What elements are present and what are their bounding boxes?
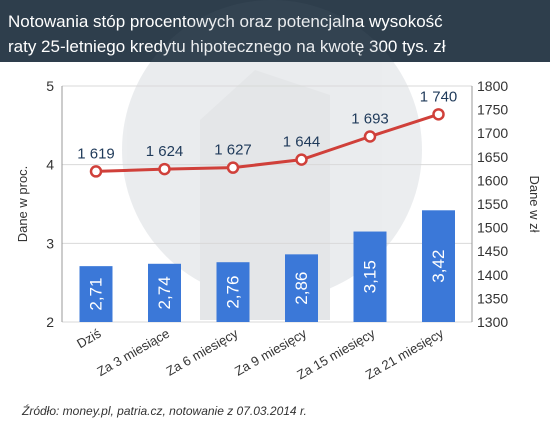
y-tick-left-label: 2 [46,314,54,330]
chart-title-line-1: Notowania stóp procentowych oraz potencj… [8,12,443,31]
y-axis-left-label: Dane w proc. [15,166,30,243]
bar [216,262,250,322]
line-point [89,165,103,178]
y-tick-right-label: 1500 [477,220,508,236]
line-value-label: 1 644 [283,134,321,151]
bar [285,254,318,322]
line-path [95,112,439,173]
line-point [432,108,445,121]
y-tick-right-label: 1800 [477,78,508,94]
line-value-label: 1 627 [214,142,252,159]
bar-value-label: 3,15 [361,260,380,293]
chart-title-line-2: raty 25-letniego kredytu hipotecznego na… [8,37,446,56]
y-tick-right-label: 1300 [477,314,508,330]
bar-value-label: 3,42 [429,250,448,283]
line-point [226,161,240,174]
line-value-label: 1 619 [77,145,115,162]
line-value-label: 1 693 [351,111,389,128]
y-tick-right-label: 1550 [477,196,508,212]
y-tick-left-label: 5 [46,78,54,94]
y-tick-right-label: 1450 [477,243,508,259]
bar [148,263,181,322]
line-value-label: 1 740 [420,88,458,105]
bar-value-label: 2,74 [155,276,174,309]
bars [79,210,455,322]
x-category-label: Dziś [74,325,104,351]
line-value-label: 1 624 [146,143,184,160]
x-category-label: Za 21 miesięcy [363,325,447,382]
y-tick-right-label: 1700 [477,125,508,141]
x-category-label: Za 6 miesięcy [164,325,241,378]
bar [353,231,387,322]
bar [422,210,455,322]
header-background [0,0,550,62]
y-axis-right-label: Dane w zł [527,175,542,232]
x-category-label: Za 3 miesiące [94,326,172,379]
line-series [89,108,445,178]
bar [79,266,113,322]
line-point [158,162,171,176]
y-tick-right-label: 1750 [477,102,508,118]
line-point [295,153,308,166]
y-tick-left-label: 3 [46,235,54,251]
y-tick-left-label: 4 [46,157,54,173]
line-point [363,130,377,143]
bar-value-label: 2,86 [292,272,311,305]
y-tick-right-label: 1400 [477,267,508,283]
bar-value-label: 2,76 [224,276,243,309]
bar-value-label: 2,71 [87,278,106,311]
y-tick-right-label: 1650 [477,149,508,165]
data-labels: 2,71 2,74 2,76 2,86 3,15 3,42 1 619 1 624 1 627 1… [77,88,457,310]
source-note: Źródło: money.pl, patria.cz, notowanie z… [21,403,307,418]
y-tick-right-label: 1600 [477,172,508,188]
y-tick-right-label: 1350 [477,290,508,306]
